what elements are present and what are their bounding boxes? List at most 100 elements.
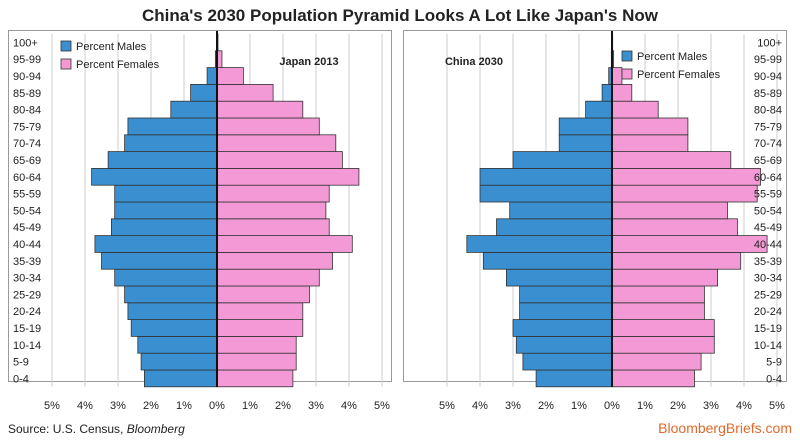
china-2030-legend-label: Percent Females	[637, 69, 721, 81]
china-2030-age-label: 100+	[757, 37, 782, 49]
japan-2013-age-label: 25-29	[13, 289, 41, 301]
china-2030-age-label: 65-69	[754, 155, 782, 167]
japan-2013-age-label: 30-34	[13, 273, 41, 285]
japan-2013-age-label: 50-54	[13, 205, 41, 217]
japan-2013-age-label: 100+	[13, 37, 38, 49]
china-2030-female-bar	[611, 335, 715, 354]
source-note: Source: U.S. Census, Bloomberg	[8, 422, 185, 436]
japan-2013-x-tick-label: 4%	[77, 400, 93, 412]
china-2030-x-tick-label: 3%	[703, 400, 719, 412]
japan-2013-female-bar	[216, 268, 320, 287]
japan-2013-pyramid-panel: 0-4 5-9 10-14 15-19 20-24 25-29 30-34 35-39 40-4…	[8, 30, 392, 412]
japan-2013-age-label: 80-84	[13, 105, 41, 117]
china-2030-female-bar	[611, 235, 768, 253]
china-2030-legend-swatch	[621, 50, 633, 62]
japan-2013-age-label: 35-39	[13, 256, 41, 268]
china-2030-age-label: 20-24	[754, 306, 782, 318]
china-2030-male-bar	[558, 117, 613, 136]
china-2030-male-bar	[479, 167, 613, 186]
china-2030-age-label: 80-84	[754, 105, 782, 117]
japan-2013-panel-title: Japan 2013	[279, 56, 338, 68]
japan-2013-legend-label: Percent Males	[76, 41, 147, 53]
japan-2013-male-bar	[190, 84, 218, 102]
source-prefix: Source: U.S. Census,	[8, 422, 127, 436]
japan-2013-male-bar	[94, 235, 218, 253]
china-2030-female-bar	[611, 251, 742, 270]
japan-2013-age-label: 75-79	[13, 121, 41, 133]
japan-2013-female-bar	[216, 151, 343, 169]
japan-2013-male-bar	[170, 100, 218, 119]
china-2030-male-bar	[535, 369, 613, 388]
china-2030-male-bar	[479, 184, 613, 203]
japan-2013-female-bar	[216, 67, 244, 85]
japan-2013-female-bar	[216, 352, 297, 371]
japan-2013-x-tick-label: 1%	[242, 400, 258, 412]
japan-2013-male-bar	[140, 352, 218, 371]
japan-2013-male-bar	[127, 117, 218, 136]
japan-2013-x-tick-label: 2%	[275, 400, 291, 412]
source-italic: Bloomberg	[126, 422, 185, 436]
japan-2013-female-bar	[216, 335, 297, 354]
japan-2013-x-tick-label: 1%	[176, 400, 192, 412]
china-2030-x-tick-label: 2%	[670, 400, 686, 412]
brand-link[interactable]: BloombergBriefs.com	[658, 420, 792, 436]
japan-2013-x-tick-label: 4%	[341, 400, 357, 412]
chart-title: China's 2030 Population Pyramid Looks A …	[142, 6, 658, 25]
china-2030-female-bar	[611, 84, 633, 102]
japan-2013-female-bar	[216, 100, 304, 119]
china-2030-panel-title: China 2030	[445, 56, 503, 68]
china-2030-age-label: 5-9	[766, 357, 782, 369]
japan-2013-x-tick-label: 2%	[143, 400, 159, 412]
japan-2013-male-bar	[206, 67, 218, 85]
china-2030-x-tick-label: 4%	[736, 400, 752, 412]
china-2030-male-bar	[519, 285, 613, 304]
japan-2013-male-bar	[111, 218, 218, 237]
china-2030-male-bar	[512, 151, 613, 169]
japan-2013-legend-swatch	[60, 58, 72, 70]
japan-2013-male-bar	[91, 167, 218, 186]
japan-2013-male-bar	[143, 369, 218, 388]
china-2030-female-bar	[611, 302, 705, 320]
china-2030-age-label: 85-89	[754, 88, 782, 100]
japan-2013-x-tick-label: 3%	[110, 400, 126, 412]
japan-2013-age-label: 0-4	[13, 373, 29, 385]
japan-2013-male-bar	[101, 251, 218, 270]
china-2030-female-bar	[611, 352, 702, 371]
japan-2013-female-bar	[216, 251, 333, 270]
china-2030-pyramid-panel: 0-4 5-9 10-14 15-19 20-24 25-29 30-34 35-39 40-4…	[403, 30, 787, 412]
china-2030-male-bar	[482, 251, 613, 270]
china-2030-female-bar	[611, 285, 705, 304]
china-2030-age-label: 25-29	[754, 289, 782, 301]
china-2030-male-bar	[466, 235, 613, 253]
china-2030-x-tick-label: 3%	[505, 400, 521, 412]
japan-2013-age-label: 5-9	[13, 357, 29, 369]
china-2030-age-label: 60-64	[754, 172, 782, 184]
china-2030-female-bar	[611, 319, 715, 337]
china-2030-female-bar	[611, 67, 623, 85]
japan-2013-female-bar	[216, 134, 337, 153]
china-2030-male-bar	[509, 201, 613, 220]
japan-2013-male-bar	[114, 201, 218, 220]
china-2030-female-bar	[611, 151, 732, 169]
china-2030-male-bar	[585, 100, 613, 119]
japan-2013-age-label: 60-64	[13, 172, 41, 184]
japan-2013-female-bar	[216, 285, 310, 304]
china-2030-x-tick-label: 5%	[769, 400, 785, 412]
china-2030-male-bar	[515, 335, 613, 354]
china-2030-age-label: 15-19	[754, 323, 782, 335]
japan-2013-x-tick-label: 3%	[308, 400, 324, 412]
china-2030-male-bar	[512, 319, 613, 337]
china-2030-age-label: 70-74	[754, 138, 782, 150]
china-2030-male-bar	[519, 302, 613, 320]
china-2030-age-label: 95-99	[754, 54, 782, 66]
china-2030-age-label: 35-39	[754, 256, 782, 268]
japan-2013-female-bar	[216, 184, 330, 203]
japan-2013-female-bar	[216, 84, 274, 102]
japan-2013-male-bar	[124, 134, 218, 153]
japan-2013-x-tick-label: 0%	[209, 400, 225, 412]
china-2030-x-tick-label: 5%	[439, 400, 455, 412]
japan-2013-male-bar	[114, 184, 218, 203]
japan-2013-male-bar	[130, 319, 218, 337]
japan-2013-female-bar	[216, 235, 353, 253]
japan-2013-age-label: 55-59	[13, 189, 41, 201]
